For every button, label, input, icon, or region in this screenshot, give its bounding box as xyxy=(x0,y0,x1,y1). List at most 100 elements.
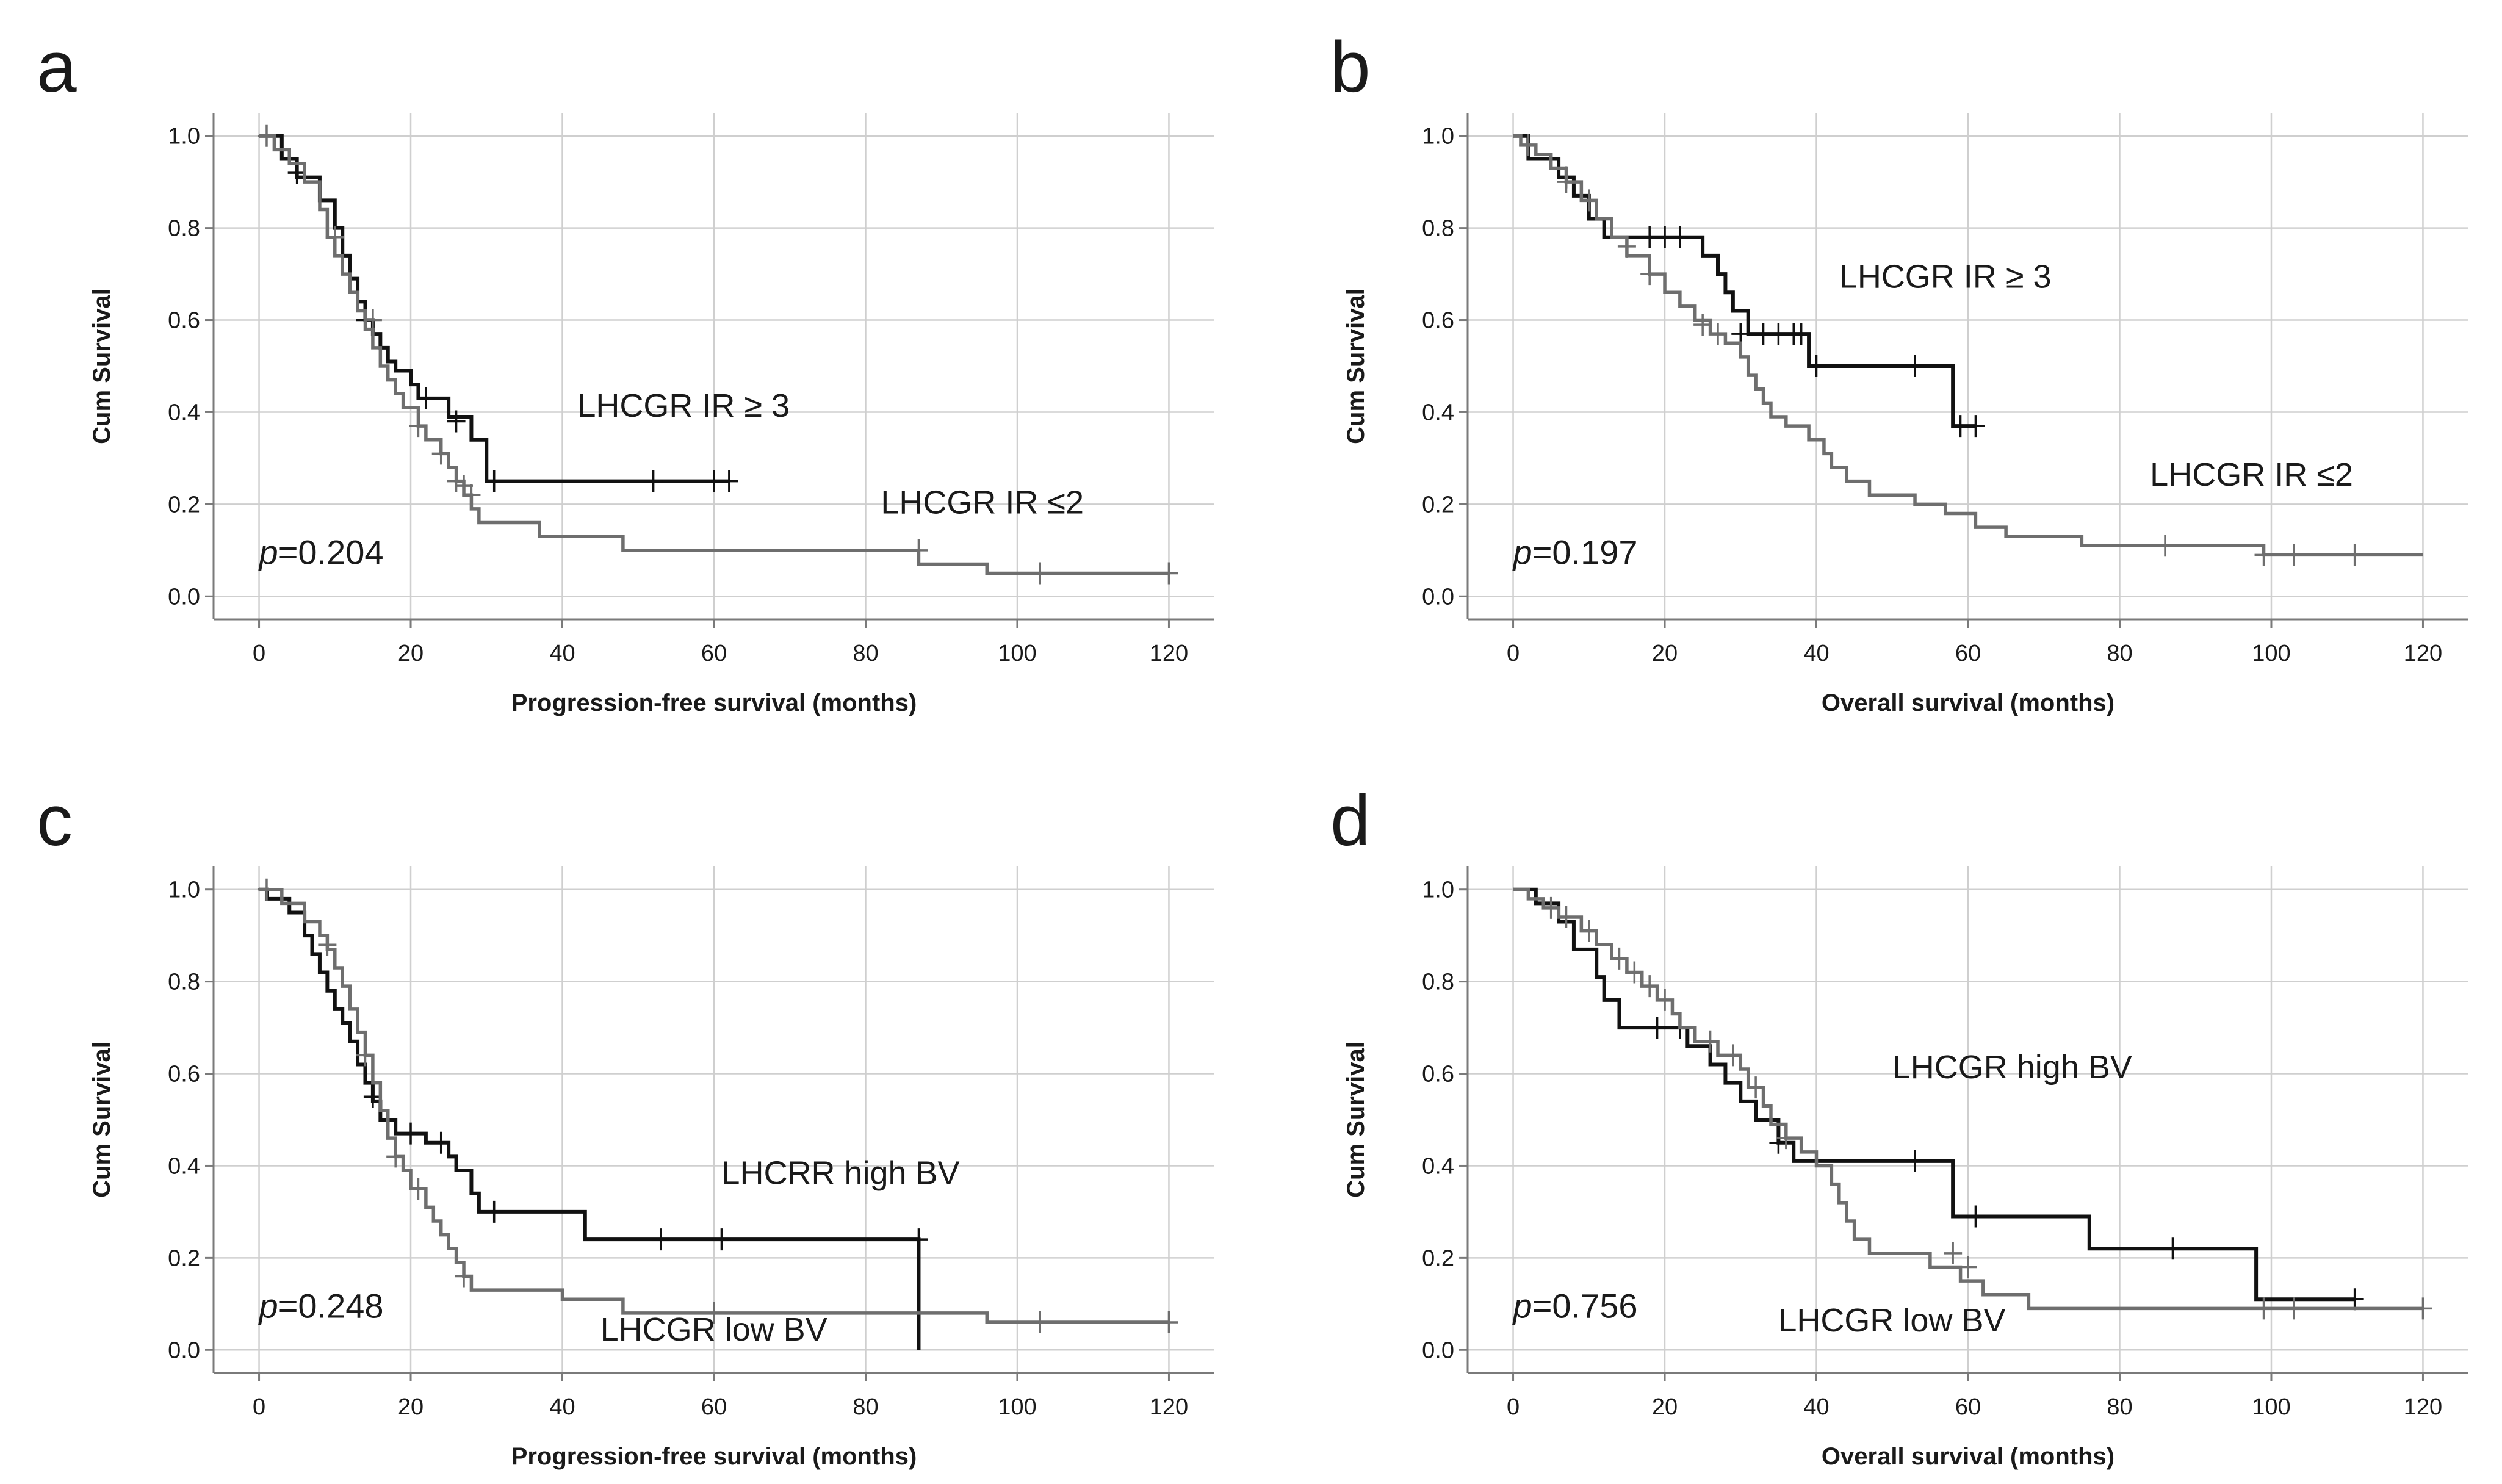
y-tick-label: 0.4 xyxy=(1422,400,1454,425)
y-tick-label: 0.6 xyxy=(168,1062,200,1087)
censor-mark xyxy=(356,1044,375,1067)
censor-mark xyxy=(1031,1311,1050,1333)
censor-mark xyxy=(1640,975,1659,998)
censor-mark xyxy=(1640,263,1659,286)
y-tick-label: 0.4 xyxy=(1422,1153,1454,1179)
panel-c: c 0 20 40 60 80 100 120 0.0 0.2 0.4 0.6 0.8 1.0 Progre… xyxy=(37,780,1214,1470)
censor-mark xyxy=(712,1228,731,1251)
panel-label: c xyxy=(37,780,73,861)
panel-a: a 0 20 40 60 80 100 120 0.0 0.2 0.4 0.6 0.8 1.0 Progre… xyxy=(37,27,1214,716)
panel-b: b 0 20 40 60 80 100 120 0.0 0.2 0.4 0.6 0.8 1.0 Overal… xyxy=(1330,27,2468,716)
x-tick-label: 0 xyxy=(253,641,265,666)
censor-mark xyxy=(1701,1030,1720,1053)
censor-mark xyxy=(909,539,928,561)
censor-mark xyxy=(1617,235,1636,258)
x-tick-label: 100 xyxy=(998,1394,1036,1420)
censor-mark xyxy=(1656,989,1675,1011)
x-tick-label: 120 xyxy=(1150,641,1188,666)
series-annotation: LHCGR low BV xyxy=(600,1311,827,1348)
p-value: p=0.756 xyxy=(1512,1286,1638,1325)
censor-mark xyxy=(719,470,738,492)
p-value-number: =0.204 xyxy=(278,533,384,571)
x-tick-label: 120 xyxy=(1150,1394,1188,1420)
x-tick-label: 60 xyxy=(701,1394,727,1420)
y-tick-label: 0.0 xyxy=(1422,584,1454,610)
censor-mark xyxy=(409,415,428,438)
censor-mark xyxy=(416,387,435,409)
censor-mark xyxy=(455,475,473,497)
series-annotation: LHCGR high BV xyxy=(1892,1049,2132,1086)
survival-curve xyxy=(259,134,729,483)
series-annotation: LHCGR low BV xyxy=(1778,1302,2005,1339)
x-axis-title: Overall survival (months) xyxy=(1822,690,2114,716)
x-tick-label: 60 xyxy=(701,641,727,666)
censor-mark xyxy=(318,934,337,956)
censor-mark xyxy=(705,1302,723,1324)
censor-mark xyxy=(2156,535,2175,557)
x-tick-label: 80 xyxy=(2107,641,2132,666)
y-tick-label: 0.8 xyxy=(168,216,200,242)
x-tick-label: 100 xyxy=(998,641,1036,666)
censor-mark xyxy=(257,124,276,147)
p-value: p=0.248 xyxy=(258,1286,384,1325)
censor-mark xyxy=(1906,1150,1925,1172)
censor-mark xyxy=(402,1122,420,1145)
y-tick-label: 0.4 xyxy=(168,400,200,425)
censor-mark xyxy=(325,226,344,248)
censor-mark xyxy=(1159,1311,1178,1333)
x-tick-label: 100 xyxy=(2252,641,2290,666)
x-tick-label: 100 xyxy=(2252,1394,2290,1420)
series-annotation: LHCGR IR ≤2 xyxy=(2150,456,2353,493)
panel-label: d xyxy=(1330,780,1371,861)
x-tick-label: 40 xyxy=(1803,1394,1829,1420)
censor-mark xyxy=(1557,171,1576,193)
series-2 xyxy=(1513,887,2432,1320)
series-1 xyxy=(1513,887,2364,1311)
censor-mark xyxy=(363,309,382,331)
p-value-symbol: p xyxy=(1512,1286,1532,1325)
censor-mark xyxy=(2414,1297,2432,1320)
x-tick-label: 80 xyxy=(2107,1394,2132,1420)
x-tick-label: 40 xyxy=(549,641,575,666)
censor-mark xyxy=(909,1228,928,1251)
y-axis-title: Cum Survival xyxy=(1343,288,1369,444)
p-value: p=0.197 xyxy=(1512,533,1638,571)
x-tick-label: 40 xyxy=(549,1394,575,1420)
censor-mark xyxy=(409,1178,428,1200)
y-tick-label: 0.2 xyxy=(168,1245,200,1271)
p-value-symbol: p xyxy=(258,533,278,571)
survival-curve xyxy=(1513,887,2355,1302)
x-tick-label: 80 xyxy=(853,1394,878,1420)
censor-mark xyxy=(2285,544,2304,566)
x-tick-label: 0 xyxy=(1507,1394,1520,1420)
y-tick-label: 0.6 xyxy=(1422,308,1454,334)
x-tick-label: 60 xyxy=(1955,1394,1981,1420)
censor-mark xyxy=(1579,920,1598,942)
x-tick-label: 20 xyxy=(1652,641,1678,666)
y-axis-title: Cum Survival xyxy=(1343,1042,1369,1198)
censor-mark xyxy=(1723,1044,1742,1067)
censor-mark xyxy=(1625,961,1644,984)
censor-mark xyxy=(2345,544,2364,566)
series-2 xyxy=(257,878,1178,1333)
series-1 xyxy=(259,887,928,1350)
censor-mark xyxy=(447,470,466,492)
x-tick-label: 120 xyxy=(2404,641,2442,666)
censor-mark xyxy=(1792,323,1811,345)
censor-mark xyxy=(1579,189,1598,212)
censor-mark xyxy=(1693,314,1712,336)
y-tick-label: 0.2 xyxy=(168,492,200,517)
y-tick-label: 1.0 xyxy=(168,877,200,903)
panel-d: d 0 20 40 60 80 100 120 0.0 0.2 0.4 0.6 0.8 1.0 Overal… xyxy=(1330,780,2468,1470)
panel-label: a xyxy=(37,27,77,107)
series-1 xyxy=(259,134,738,492)
series-2 xyxy=(257,124,1178,585)
censor-mark xyxy=(485,470,503,492)
censor-mark xyxy=(1648,1017,1667,1039)
censor-mark xyxy=(1776,1127,1795,1150)
censor-mark xyxy=(2345,1288,2364,1311)
y-tick-label: 0.2 xyxy=(1422,492,1454,517)
y-axis-title: Cum Survival xyxy=(88,288,115,444)
series-annotation: LHCGR IR ≥ 3 xyxy=(577,387,790,424)
censor-mark xyxy=(2285,1297,2304,1320)
